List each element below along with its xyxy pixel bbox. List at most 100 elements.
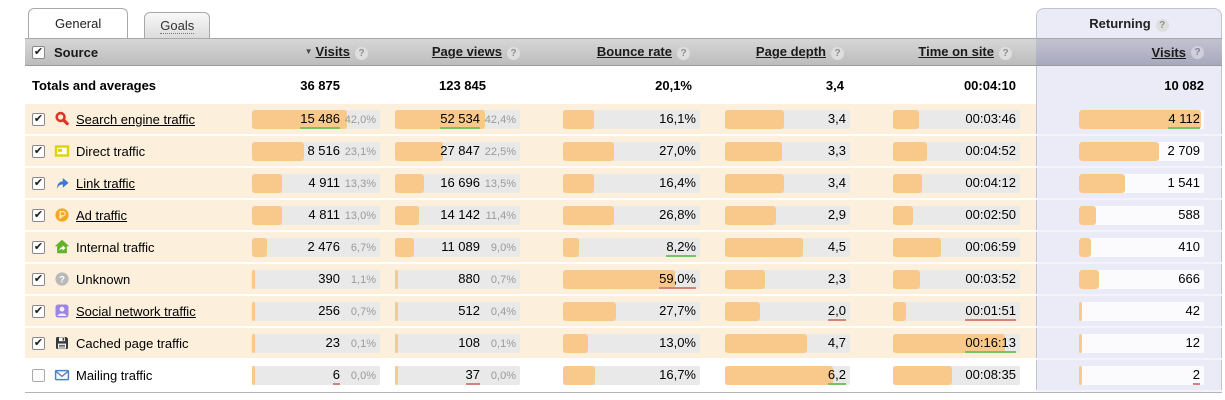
page-depth-value: 4,7 [827,334,846,350]
visits-cell: 15 486 42,0% [252,109,380,129]
column-header-bounce-rate[interactable]: Bounce rate [596,44,672,59]
page-views-bar [395,141,443,161]
visits-cell: 256 0,7% [252,301,380,321]
table-header-left: ✔ Source ▼ Visits? Page views? Bounce rat… [25,38,1036,66]
page-views-bar-track: 14 142 11,4% [395,205,520,225]
page-depth-help-icon[interactable]: ? [831,47,844,60]
page-depth-bar [725,365,833,385]
bounce-rate-bar-track: 27,7% [563,301,700,321]
page-depth-bar-track: 4,7 [725,333,850,353]
returning-visits-cell: 12 [1036,328,1222,360]
returning-visits-value: 2 709 [1167,142,1200,158]
page-views-help-icon[interactable]: ? [507,47,520,60]
page-views-cell: 11 089 9,0% [395,237,520,257]
page-views-bar-track: 11 089 9,0% [395,237,520,257]
table-row: ✔ Link traffic 4 911 13,3% 16 696 13,5% [25,168,1222,200]
row-checkbox[interactable]: ✔ [32,336,45,350]
bounce-rate-help-icon[interactable]: ? [677,47,690,60]
report-tabs: General Goals [28,8,211,38]
page-depth-bar [725,301,760,321]
bounce-rate-cell: 27,0% [563,141,700,161]
visits-share: 0,1% [350,337,376,350]
page-depth-bar [725,173,784,193]
visits-bar [252,301,255,321]
returning-visits-bar-track: 1 541 [1079,173,1204,193]
time-on-site-header-cell: Time on site? [893,44,1020,60]
page-depth-bar-track: 4,5 [725,237,850,257]
source-cell: ✔ Social network traffic [25,303,252,319]
bounce-rate-bar-track: 59,0% [563,269,700,289]
source-label: Cached page traffic [76,335,189,351]
row-checkbox[interactable]: ✔ [32,240,45,254]
tab-general[interactable]: General [28,8,129,38]
bounce-rate-bar [563,205,614,225]
returning-visits-help-icon[interactable]: ? [1191,45,1204,59]
page-views-share: 0,4% [490,305,516,318]
visits-cell: 23 0,1% [252,333,380,353]
tab-goals-label: Goals [160,18,195,34]
page-views-bar [395,173,424,193]
bounce-rate-value: 13,0% [659,334,696,350]
returning-visits-bar-track: 12 [1079,333,1204,353]
page-views-bar-track: 880 0,7% [395,269,520,289]
time-on-site-help-icon[interactable]: ? [999,47,1012,60]
page-views-cell: 52 534 42,4% [395,109,520,129]
visits-bar-track: 8 516 23,1% [252,141,380,161]
time-on-site-cell: 00:03:52 [893,269,1020,289]
column-header-page-views[interactable]: Page views [431,44,502,59]
returning-visits-cell: 410 [1036,232,1222,264]
row-checkbox[interactable]: ✔ [32,208,45,222]
row-checkbox[interactable] [32,368,45,382]
column-header-page-depth[interactable]: Page depth [755,44,826,59]
bounce-rate-value: 59,0% [659,271,696,289]
returning-visits-bar-track: 2 709 [1079,141,1204,161]
totals-page-depth: 3,4 [825,77,844,93]
row-checkbox[interactable]: ✔ [32,304,45,318]
visits-share: 6,7% [350,241,376,254]
time-on-site-value: 00:04:52 [965,142,1016,158]
page-depth-bar [725,205,776,225]
returning-help-icon[interactable]: ? [1155,19,1169,32]
page-depth-bar [725,141,782,161]
source-label[interactable]: Search engine traffic [76,111,195,127]
time-on-site-value: 00:04:12 [965,174,1016,190]
totals-label: Totals and averages [32,77,157,93]
time-on-site-value: 00:08:35 [965,366,1016,382]
table-row: ✔ Search engine traffic 15 486 42,0% 52 … [25,104,1222,136]
returning-visits-cell: 588 [1036,200,1222,232]
table-row: Mailing traffic 6 0,0% 37 0,0% [25,360,1222,392]
visits-bar-track: 4 911 13,3% [252,173,380,193]
page-views-header-cell: Page views? [395,44,520,60]
source-label[interactable]: Ad traffic [76,207,128,223]
table-row: ✔ Social network traffic 256 0,7% 512 0,… [25,296,1222,328]
row-checkbox[interactable]: ✔ [32,176,45,190]
time-on-site-value: 00:03:46 [965,110,1016,126]
page-depth-cell: 6,2 [725,365,850,385]
source-label[interactable]: Link traffic [76,175,136,191]
page-depth-cell: 2,9 [725,205,850,225]
visits-help-icon[interactable]: ? [355,47,368,60]
page-views-bar [395,205,419,225]
returning-visits-bar [1079,109,1201,129]
returning-visits-value: 666 [1178,270,1200,286]
returning-visits-bar [1079,365,1082,385]
returning-visits-bar-track: 2 [1079,365,1204,385]
column-header-time-on-site[interactable]: Time on site [918,44,994,59]
page-depth-bar-track: 3,3 [725,141,850,161]
row-checkbox[interactable]: ✔ [32,112,45,126]
source-label: Mailing traffic [76,367,153,383]
time-on-site-bar-track: 00:03:46 [893,109,1020,129]
select-all-checkbox[interactable]: ✔ [32,45,45,59]
bounce-rate-bar [563,141,614,161]
bounce-rate-cell: 13,0% [563,333,700,353]
bounce-rate-bar [563,301,616,321]
tab-goals[interactable]: Goals [144,12,211,38]
row-checkbox[interactable]: ✔ [32,272,45,286]
source-label[interactable]: Social network traffic [76,303,196,319]
column-header-returning-visits[interactable]: Visits [1151,44,1186,60]
page-views-bar [395,301,398,321]
row-checkbox[interactable]: ✔ [32,144,45,158]
column-header-visits[interactable]: Visits [315,44,350,59]
row-left: ✔ Internal traffic 2 476 6,7% 11 089 9,0… [25,232,1036,264]
